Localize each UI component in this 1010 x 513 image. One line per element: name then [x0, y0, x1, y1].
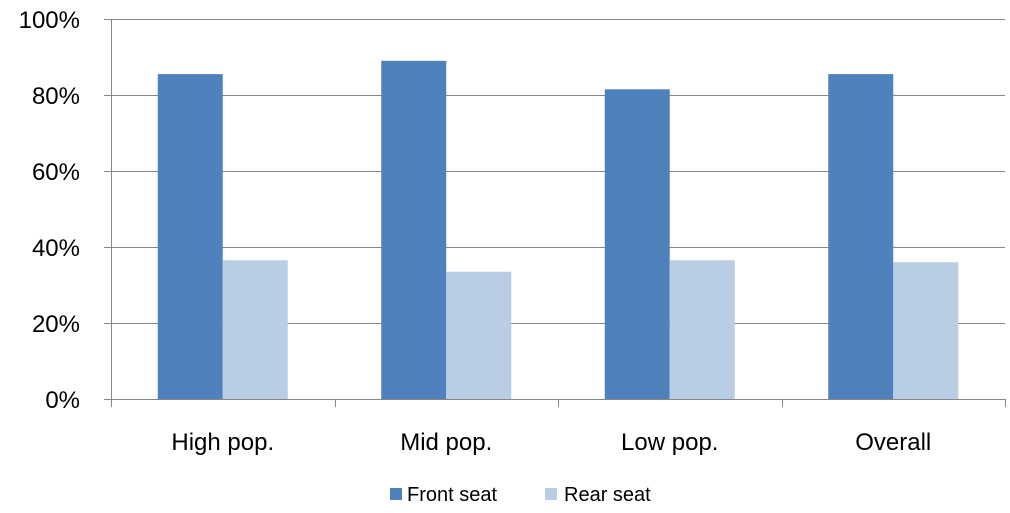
y-tick-label: 40%: [32, 235, 80, 262]
x-tick-label: Overall: [855, 429, 931, 456]
bar-rear-seat-2: [669, 260, 735, 399]
x-axis-tick-labels: High pop. Mid pop. Low pop. Overall: [171, 429, 931, 456]
y-tick-label: 80%: [32, 83, 80, 110]
x-tick-label: Low pop.: [621, 429, 718, 456]
legend-swatch-rear-seat: [545, 488, 557, 500]
bar-front-seat-3: [828, 74, 894, 399]
axes: [104, 19, 1006, 407]
legend-label: Front seat: [407, 484, 497, 506]
bars: [157, 60, 959, 400]
x-tick-label: Mid pop.: [400, 429, 492, 456]
y-tick-label: 20%: [32, 311, 80, 338]
y-tick-label: 100%: [19, 7, 80, 34]
legend-label: Rear seat: [564, 484, 651, 506]
bar-front-seat-0: [157, 74, 223, 399]
y-axis-tick-labels: 0% 20% 40% 60% 80% 100%: [19, 7, 80, 414]
y-tick-label: 0%: [45, 387, 80, 414]
y-tick-label: 60%: [32, 159, 80, 186]
legend-swatch-front-seat: [390, 488, 402, 500]
bar-rear-seat-1: [446, 271, 512, 399]
x-tick-label: High pop.: [171, 429, 274, 456]
bar-front-seat-1: [381, 60, 447, 400]
bar-rear-seat-0: [222, 260, 288, 399]
bar-rear-seat-3: [893, 262, 959, 399]
legend: Front seat Rear seat: [390, 484, 651, 506]
bar-front-seat-2: [604, 89, 670, 400]
